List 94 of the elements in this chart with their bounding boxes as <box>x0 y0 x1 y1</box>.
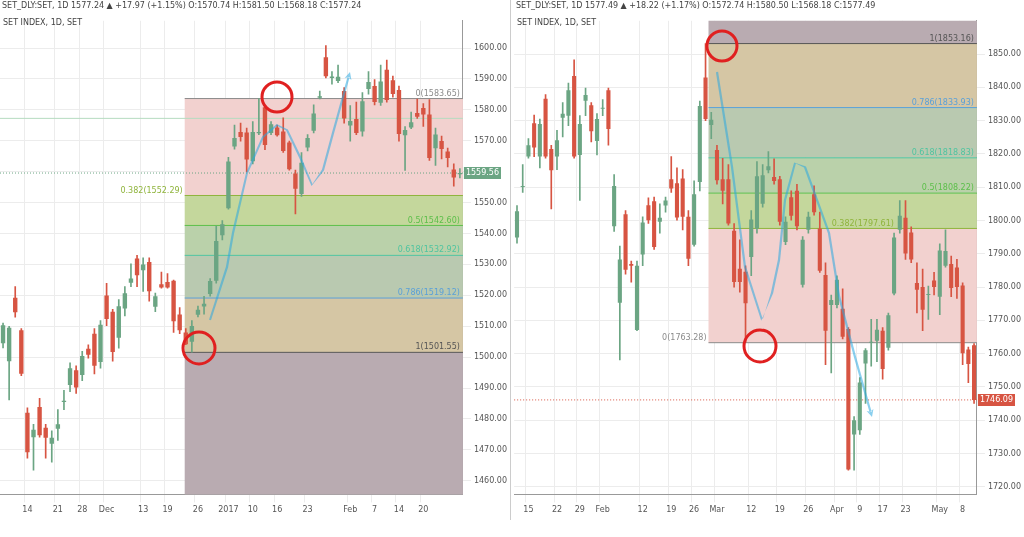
y-tick-label: 1720.00 <box>987 481 1022 491</box>
chart-subtitle: SET_DLY:SET, 1D 1577.49 ▲ +18.22 (+1.17%) O:1572.74 H:1580.50 L:1568.18 C:1577.49 <box>516 1 876 10</box>
candlestick <box>348 105 353 142</box>
x-tick-label: 16 <box>272 505 283 515</box>
y-tick-label: 1480.00 <box>473 414 508 424</box>
y-tick-label: 1460.00 <box>473 475 508 485</box>
x-tick-label: 26 <box>192 505 204 515</box>
chart-title: SET INDEX, 1D, SET <box>517 18 597 27</box>
x-tick-label: 2017 <box>218 505 239 515</box>
candlestick <box>49 430 54 463</box>
y-tick-label: 1740.00 <box>987 415 1022 425</box>
x-tick-label: 8 <box>960 505 966 515</box>
chart-subtitle: SET_DLY:SET, 1D 1577.24 ▲ +17.97 (+1.15%) O:1570.74 H:1581.50 L:1568.18 C:1577.24 <box>2 1 362 10</box>
x-tick-label: 19 <box>162 505 173 515</box>
ref-line-label: 0(1763.28) <box>662 332 707 342</box>
y-tick-label: 1490.00 <box>473 383 508 393</box>
y-tick-label: 1570.00 <box>473 135 508 145</box>
x-tick-label: 26 <box>803 505 814 515</box>
y-tick-label: 1800.00 <box>987 215 1022 225</box>
candlestick <box>329 71 335 85</box>
ref-line-label: 0.618(1818.83) <box>911 147 974 157</box>
ref-line-label: 0.382(1552.29) <box>120 185 183 195</box>
candlestick <box>55 409 61 441</box>
candlestick <box>520 164 525 193</box>
x-tick-label: 23 <box>900 505 911 515</box>
y-tick-label: 1500.00 <box>473 352 508 362</box>
y-tick-label: 1760.00 <box>987 348 1022 358</box>
ref-line-label: 0.786(1519.12) <box>397 288 460 298</box>
chart-title: SET INDEX, 1D, SET <box>3 18 83 27</box>
candlestick <box>415 98 420 119</box>
x-tick-label: 15 <box>523 505 534 515</box>
ref-line-label: 1(1501.55) <box>415 342 460 352</box>
y-tick-label: 1780.00 <box>987 282 1022 292</box>
ref-line-label: 1746.09 <box>979 394 1014 404</box>
y-tick-label: 1820.00 <box>987 149 1022 159</box>
ref-line-label: 0.618(1532.92) <box>397 245 460 255</box>
x-tick-label: 12 <box>746 505 757 515</box>
candlestick <box>140 257 146 292</box>
x-tick-label: 17 <box>877 505 888 515</box>
y-tick-label: 1850.00 <box>987 49 1022 59</box>
x-tick-label: 10 <box>247 505 258 515</box>
x-tick-label: 26 <box>689 505 700 515</box>
y-tick-label: 1840.00 <box>987 82 1022 92</box>
ref-line-label: 0(1583.65) <box>415 88 460 98</box>
y-tick-label: 1580.00 <box>473 104 508 114</box>
candlestick <box>914 262 919 314</box>
candlestick <box>874 319 879 362</box>
y-tick-label: 1550.00 <box>473 197 508 207</box>
x-tick-label: 9 <box>857 505 863 515</box>
y-tick-label: 1810.00 <box>987 182 1022 192</box>
candlestick <box>829 294 834 374</box>
x-tick-label: May <box>931 505 949 515</box>
ref-line-label: 1(1853.16) <box>929 33 974 43</box>
candlestick <box>709 112 714 139</box>
x-tick-label: Dec <box>98 505 115 515</box>
x-tick-label: 14 <box>22 505 33 515</box>
x-tick-label: Apr <box>830 505 845 515</box>
y-tick-label: 1830.00 <box>987 115 1022 125</box>
candlestick <box>421 103 426 127</box>
x-tick-label: 12 <box>637 505 648 515</box>
ref-line-label: 1559.56 <box>465 168 500 178</box>
x-tick-label: Mar <box>709 505 726 515</box>
y-tick-label: 1530.00 <box>473 259 508 269</box>
candlestick <box>657 203 662 234</box>
candlestick <box>772 158 777 185</box>
x-tick-label: 7 <box>372 505 378 515</box>
x-tick-label: 14 <box>393 505 405 515</box>
x-tick-label: 22 <box>551 505 563 515</box>
x-tick-label: Feb <box>343 505 358 515</box>
candlestick <box>869 319 874 367</box>
y-tick-label: 1730.00 <box>987 448 1022 458</box>
x-tick-label: 19 <box>666 505 677 515</box>
candlestick <box>600 99 605 116</box>
y-tick-label: 1590.00 <box>473 74 508 83</box>
y-tick-label: 1470.00 <box>473 444 508 454</box>
ref-line-label: 0.5(1542.60) <box>407 215 460 225</box>
ref-line-label: 0.786(1833.93) <box>911 97 974 107</box>
y-tick-label: 1790.00 <box>987 248 1022 258</box>
x-tick-label: 23 <box>302 505 313 515</box>
x-tick-label: 29 <box>574 505 585 515</box>
y-tick-label: 1540.00 <box>473 228 508 238</box>
x-tick-label: 13 <box>138 505 149 515</box>
y-tick-label: 1750.00 <box>987 381 1022 391</box>
ref-line-label: 0.382(1797.61) <box>831 218 894 228</box>
x-tick-label: 20 <box>418 505 429 515</box>
y-tick-label: 1520.00 <box>473 290 508 300</box>
x-tick-label: 28 <box>77 505 88 515</box>
y-tick-label: 1600.00 <box>473 43 508 53</box>
ref-line-label: 0.5(1808.22) <box>921 183 974 193</box>
y-tick-label: 1510.00 <box>473 321 508 331</box>
x-tick-label: 21 <box>52 505 63 515</box>
x-tick-label: Feb <box>595 505 610 515</box>
x-tick-label: 19 <box>774 505 785 515</box>
y-tick-label: 1770.00 <box>987 315 1022 325</box>
